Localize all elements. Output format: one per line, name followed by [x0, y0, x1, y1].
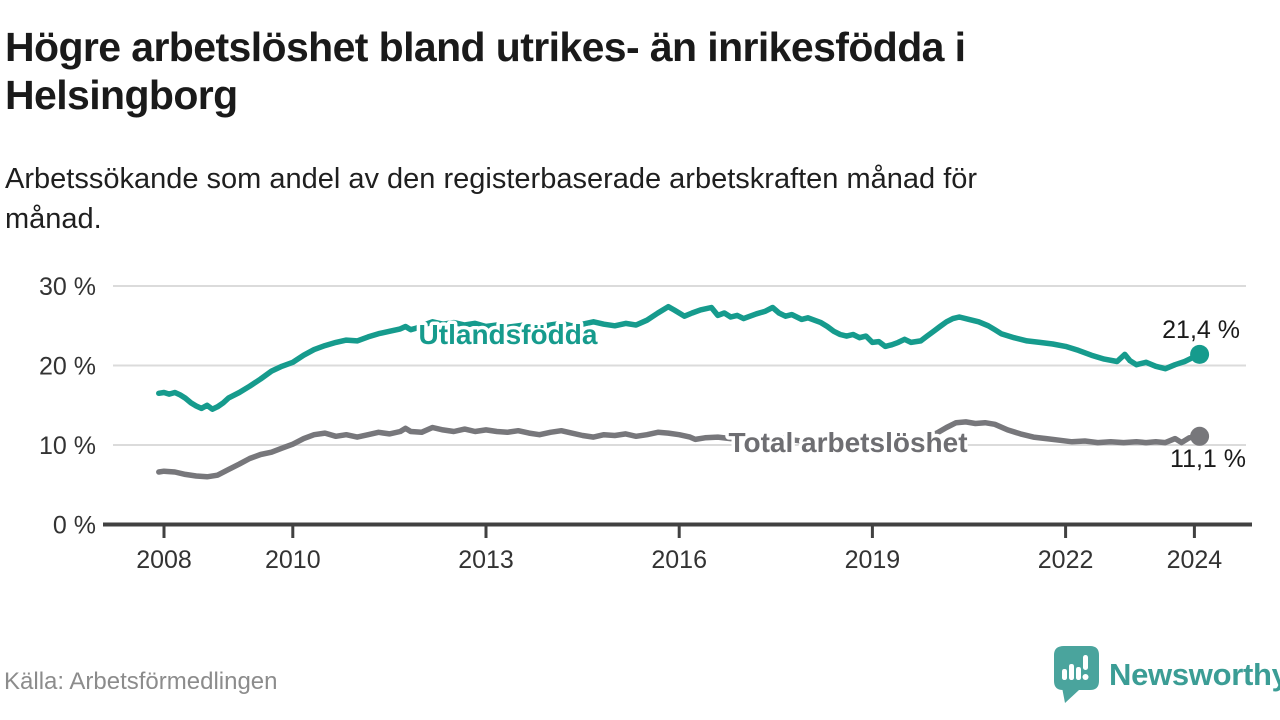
newsworthy-bubble-icon — [1054, 646, 1099, 703]
series-label-0: Utlandsfödda — [419, 319, 598, 350]
end-value-label-0: 21,4 % — [1162, 316, 1240, 344]
x-tick-label: 2024 — [1167, 546, 1223, 574]
exclamation-bar — [1083, 655, 1088, 670]
series-end-dot-0 — [1190, 344, 1210, 364]
x-tick-label: 2022 — [1038, 546, 1094, 574]
x-tick-label: 2019 — [845, 546, 901, 574]
subtitle-line-1: Arbetssökande som andel av den registerb… — [5, 163, 978, 195]
y-tick-label: 30 % — [39, 273, 96, 301]
series-label-1: Total arbetslöshet — [728, 427, 967, 458]
x-tick-label: 2010 — [265, 546, 321, 574]
title-line-2: Helsingborg — [5, 71, 238, 118]
x-tick-label: 2013 — [458, 546, 514, 574]
series-line-0 — [156, 303, 1203, 412]
bar-chart-bar-3 — [1076, 667, 1081, 680]
newsworthy-wordmark: Newsworthy — [1109, 657, 1280, 692]
x-tick-label: 2008 — [136, 546, 192, 574]
page-title: Högre arbetslöshet bland utrikes- än inr… — [5, 24, 1265, 120]
series-line-1 — [156, 419, 1203, 480]
chart-subtitle: Arbetssökande som andel av den registerb… — [5, 159, 1265, 239]
bar-chart-bar-2 — [1069, 664, 1074, 680]
exclamation-dot — [1082, 674, 1089, 680]
title-line-1: Högre arbetslöshet bland utrikes- än inr… — [5, 24, 966, 70]
series-end-dot-1 — [1190, 426, 1210, 446]
subtitle-line-2: månad. — [5, 203, 102, 236]
y-tick-label: 10 % — [39, 432, 96, 460]
x-tick-label: 2016 — [651, 546, 707, 574]
y-tick-label: 0 % — [53, 512, 96, 540]
y-tick-label: 20 % — [39, 353, 96, 381]
source-note: Källa: Arbetsförmedlingen — [4, 668, 278, 695]
bar-chart-bar-1 — [1062, 669, 1067, 680]
newsworthy-logo: Newsworthy — [1054, 646, 1280, 704]
end-value-label-1: 11,1 % — [1170, 445, 1246, 473]
